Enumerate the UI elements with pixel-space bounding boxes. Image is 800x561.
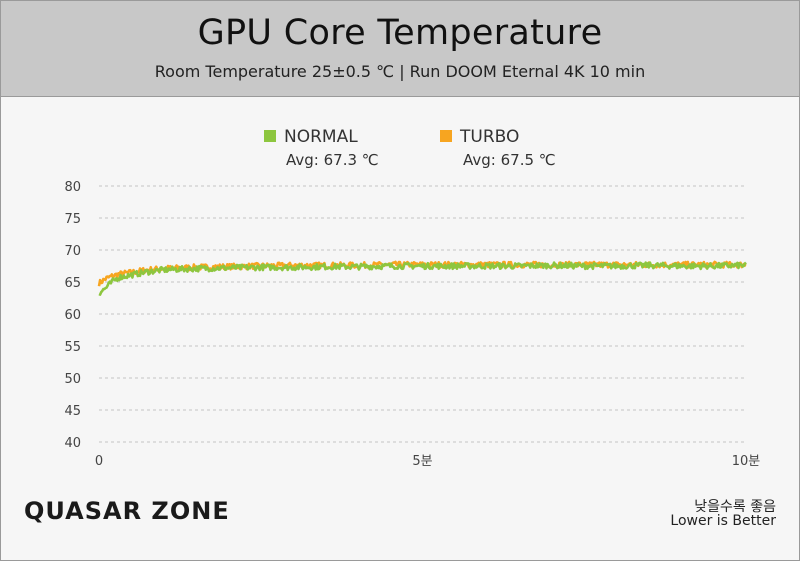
brand-logo: QUASAR ZONE [24, 497, 230, 525]
header-bar: GPU Core Temperature Room Temperature 25… [1, 1, 799, 97]
y-tick-label: 45 [64, 404, 81, 419]
legend-avg-normal: Avg: 67.3 ℃ [286, 151, 379, 169]
legend-label-normal: NORMAL [284, 127, 358, 147]
legend-label-turbo: TURBO [459, 127, 519, 147]
chart-subtitle: Room Temperature 25±0.5 ℃ | Run DOOM Ete… [154, 62, 646, 81]
series-group [97, 260, 747, 296]
legend-swatch-normal [264, 130, 276, 142]
note-english: Lower is Better [670, 513, 776, 529]
x-tick-label: 0 [95, 454, 103, 469]
x-axis-ticks: 0 5분 10분 [95, 454, 760, 469]
y-tick-label: 80 [64, 180, 81, 195]
y-tick-label: 70 [64, 244, 81, 259]
note-korean: 낮을수록 좋음 [694, 499, 776, 515]
y-axis-ticks: 40 45 50 55 60 65 70 75 80 [64, 180, 81, 451]
x-tick-label: 10분 [732, 454, 761, 469]
chart-title: GPU Core Temperature [197, 13, 603, 53]
y-tick-label: 40 [64, 436, 81, 451]
legend: NORMAL Avg: 67.3 ℃ TURBO Avg: 67.5 ℃ [264, 127, 556, 169]
legend-swatch-turbo [440, 130, 452, 142]
y-tick-label: 60 [64, 308, 81, 323]
y-tick-label: 75 [64, 212, 81, 227]
y-tick-label: 65 [64, 276, 81, 291]
y-tick-label: 50 [64, 372, 81, 387]
series-line-normal [98, 261, 747, 296]
legend-avg-turbo: Avg: 67.5 ℃ [463, 151, 556, 169]
grid [99, 185, 746, 443]
x-tick-label: 5분 [412, 454, 432, 469]
y-tick-label: 55 [64, 340, 81, 355]
